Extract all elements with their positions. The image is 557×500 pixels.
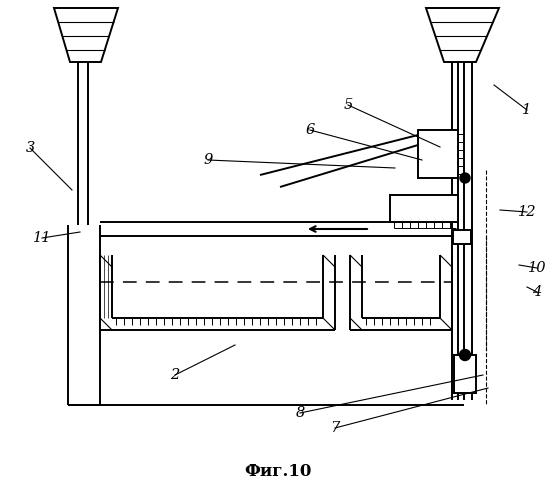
Text: 12: 12: [518, 205, 536, 219]
Text: 10: 10: [527, 261, 546, 275]
Polygon shape: [426, 8, 499, 62]
Text: 11: 11: [33, 231, 51, 245]
Text: 9: 9: [203, 153, 213, 167]
Bar: [453, 230, 471, 244]
Text: Фиг.10: Фиг.10: [245, 464, 312, 480]
Bar: [454, 355, 476, 393]
Text: 5: 5: [343, 98, 353, 112]
Text: 6: 6: [305, 123, 315, 137]
Circle shape: [460, 350, 471, 360]
Text: 8: 8: [295, 406, 305, 420]
Text: 7: 7: [330, 421, 340, 435]
Polygon shape: [54, 8, 118, 62]
Text: 3: 3: [26, 141, 35, 155]
Text: 4: 4: [532, 285, 541, 299]
Bar: [390, 195, 458, 222]
Text: 1: 1: [522, 103, 531, 117]
Circle shape: [460, 173, 470, 183]
Bar: [418, 130, 458, 178]
Text: 2: 2: [170, 368, 179, 382]
